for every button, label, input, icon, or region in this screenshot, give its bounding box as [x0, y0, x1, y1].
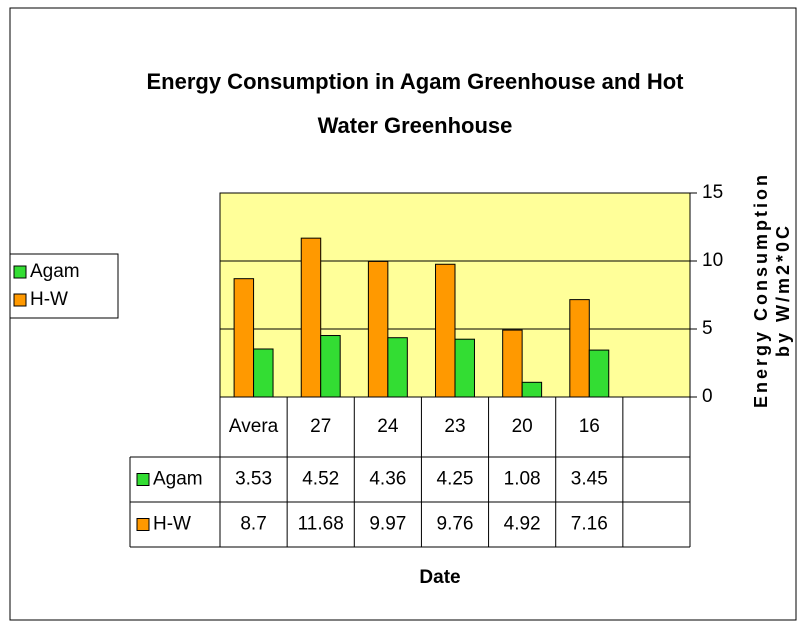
- bar: [588, 349, 610, 398]
- y-tick-label: 10: [702, 250, 723, 271]
- table-legend-key: [136, 473, 150, 486]
- x-tick-label: Avera: [229, 416, 279, 437]
- table-value: 3.45: [571, 469, 608, 490]
- legend-key: [13, 265, 27, 279]
- legend-key: [13, 293, 27, 307]
- chart-title: Energy Consumption in Agam Greenhouse an…: [146, 69, 684, 94]
- table-value: 7.16: [571, 514, 608, 535]
- legend: [9, 253, 119, 319]
- bar: [320, 335, 341, 398]
- y-tick-label: 5: [702, 318, 713, 339]
- table-value: 4.36: [369, 469, 406, 490]
- bar: [367, 260, 389, 398]
- bar: [569, 299, 590, 398]
- y-axis-title-line: Energy Consumption: [751, 172, 771, 408]
- bar: [454, 338, 475, 398]
- bar: [233, 278, 255, 398]
- table-value: 8.7: [240, 514, 266, 535]
- x-tick-label: 23: [444, 416, 465, 437]
- legend-label: H-W: [30, 289, 68, 310]
- y-tick-label: 15: [702, 182, 723, 203]
- table-value: 4.52: [302, 469, 339, 490]
- x-tick-label: 27: [310, 416, 331, 437]
- bar: [300, 237, 322, 398]
- legend-label: Agam: [30, 261, 80, 282]
- y-axis-title: Energy Consumption by W/m2*0C: [751, 172, 793, 408]
- table-value: 11.68: [298, 514, 344, 535]
- bar: [502, 329, 523, 398]
- table-value: 1.08: [504, 469, 541, 490]
- table-value: 3.53: [235, 469, 272, 490]
- table-value: 9.76: [437, 514, 474, 535]
- x-tick-label: 20: [512, 416, 533, 437]
- table-value: 4.25: [437, 469, 474, 490]
- bar: [253, 348, 274, 398]
- table-legend-key: [136, 518, 150, 531]
- bar: [387, 337, 408, 398]
- y-tick-label: 0: [702, 386, 713, 407]
- table-series-name: H-W: [153, 514, 191, 535]
- table-value: 4.92: [504, 514, 541, 535]
- bar: [521, 381, 543, 398]
- x-tick-label: 16: [579, 416, 600, 437]
- chart-title: Water Greenhouse: [318, 113, 513, 138]
- table-value: 9.97: [369, 514, 406, 535]
- y-axis-title-line: by W/m2*0C: [773, 223, 793, 357]
- x-tick-label: 24: [377, 416, 399, 437]
- bar: [435, 263, 456, 398]
- x-axis-title: Date: [419, 567, 460, 588]
- table-series-name: Agam: [153, 469, 203, 490]
